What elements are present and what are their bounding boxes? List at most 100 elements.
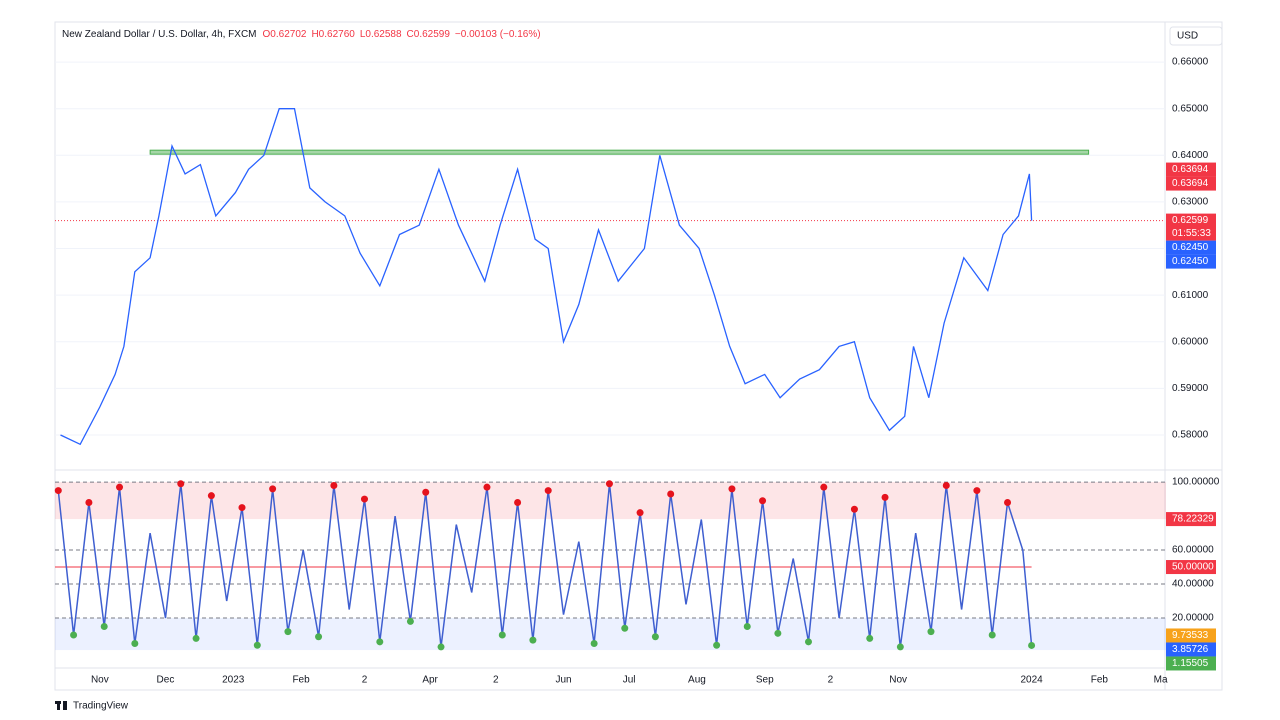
- x-tick-label: Feb: [292, 675, 310, 686]
- logo: [55, 701, 67, 710]
- x-tick-label: Ma: [1154, 675, 1168, 686]
- price-label: 0.62599: [1172, 215, 1209, 226]
- price-label: 0.63694: [1172, 178, 1209, 189]
- oversold-dot: [437, 643, 445, 651]
- oversold-dot: [131, 640, 139, 648]
- price-label-box: [1166, 240, 1216, 255]
- price-label-box: [1166, 213, 1216, 241]
- price-label: 0.62450: [1172, 256, 1209, 267]
- oversold-dot: [651, 633, 659, 641]
- oversold-dot: [988, 631, 996, 639]
- oversold-dot: [927, 628, 935, 636]
- frame: [54, 21, 1223, 691]
- overbought-dot: [238, 504, 246, 512]
- oversold-dot: [804, 638, 812, 646]
- overbought-dot: [1004, 498, 1012, 506]
- y-tick-label: 0.63000: [1172, 197, 1209, 208]
- overbought-dot: [54, 487, 62, 495]
- chart-header: New Zealand Dollar / U.S. Dollar, 4h, FX…: [62, 29, 541, 40]
- price-label: 3.85726: [1172, 644, 1209, 655]
- oversold-dot: [100, 623, 108, 631]
- resistance-zone: [149, 149, 1090, 155]
- y-tick-label: 0.60000: [1172, 336, 1209, 347]
- oversold-dot: [743, 623, 751, 631]
- price-label: 0.62450: [1172, 242, 1209, 253]
- y-tick-label: 0.65000: [1172, 103, 1209, 114]
- overbought-dot: [116, 483, 124, 491]
- price-label-box: [1166, 560, 1216, 575]
- quote: −0.00103 (−0.16%): [455, 29, 541, 40]
- price-label-box: [1166, 254, 1216, 269]
- overbought-dot: [85, 498, 93, 506]
- oversold-dot: [774, 629, 782, 637]
- countdown: 01:55:33: [1172, 228, 1211, 239]
- x-tick-label: 2: [828, 675, 834, 686]
- overbought-dot: [850, 505, 858, 513]
- x-tick-label: Jun: [555, 675, 571, 686]
- quote: O0.62702: [263, 29, 307, 40]
- x-tick-label: 2: [493, 675, 499, 686]
- overbought-dot: [759, 497, 767, 505]
- overbought-dot: [269, 485, 277, 493]
- price-label-box: [1166, 642, 1216, 657]
- y-tick-label: 60.00000: [1172, 545, 1214, 556]
- oversold-dot: [376, 638, 384, 646]
- x-tick-label: Aug: [688, 675, 706, 686]
- oversold-zone: [55, 618, 1166, 651]
- overbought-dot: [973, 487, 981, 495]
- series-line: [60, 108, 1033, 446]
- oversold-dot: [713, 641, 721, 649]
- x-tick-label: Nov: [889, 675, 907, 686]
- overbought-dot: [605, 480, 613, 488]
- overbought-dot: [544, 487, 552, 495]
- y-tick-label: 0.64000: [1172, 150, 1209, 161]
- price-label: 0.63694: [1172, 164, 1209, 175]
- overbought-dot: [667, 490, 675, 498]
- price-label: 78.22329: [1172, 514, 1214, 525]
- price-label-box: [1166, 512, 1216, 527]
- price-label: 9.73533: [1172, 630, 1209, 641]
- x-tick-label: Sep: [756, 675, 774, 686]
- oversold-dot: [529, 636, 537, 644]
- currency[interactable]: USD: [1177, 31, 1198, 42]
- x-tick-label: 2024: [1020, 675, 1043, 686]
- overbought-dot: [636, 509, 644, 517]
- y-tick-label: 0.66000: [1172, 57, 1209, 68]
- y-tick-label: 0.58000: [1172, 430, 1209, 441]
- overbought-dot: [207, 492, 215, 500]
- oversold-dot: [192, 634, 200, 642]
- price-label-box: [1166, 656, 1216, 671]
- oversold-dot: [70, 631, 78, 639]
- overbought-dot: [728, 485, 736, 493]
- x-tick-label: Dec: [157, 675, 175, 686]
- quote: H0.62760: [311, 29, 355, 40]
- price-label: 1.15505: [1172, 658, 1209, 669]
- oversold-dot: [284, 628, 292, 636]
- y-tick-label: 20.00000: [1172, 613, 1214, 624]
- chart-title: New Zealand Dollar / U.S. Dollar, 4h, FX…: [62, 29, 257, 40]
- x-tick-label: Apr: [422, 675, 438, 686]
- x-tick-label: 2023: [222, 675, 245, 686]
- oversold-dot: [406, 617, 414, 625]
- price-label: 50.00000: [1172, 562, 1214, 573]
- oversold-dot: [621, 624, 629, 632]
- overbought-dot: [330, 481, 338, 489]
- x-tick-label: Nov: [91, 675, 109, 686]
- overbought-dot: [881, 493, 889, 501]
- currency-button[interactable]: [1169, 26, 1223, 46]
- y-tick-label: 0.59000: [1172, 383, 1209, 394]
- x-tick-label: 2: [362, 675, 368, 686]
- quote: C0.62599: [407, 29, 451, 40]
- price-label-box: [1166, 628, 1216, 643]
- overbought-dot: [942, 481, 950, 489]
- x-tick-label: Feb: [1091, 675, 1109, 686]
- price-label-box: [1166, 176, 1216, 191]
- oversold-dot: [315, 633, 323, 641]
- overbought-dot: [820, 483, 828, 491]
- oversold-dot: [590, 640, 598, 648]
- oversold-dot: [253, 641, 261, 649]
- oversold-dot: [896, 643, 904, 651]
- footer: TradingView: [73, 701, 129, 712]
- oversold-dot: [866, 634, 874, 642]
